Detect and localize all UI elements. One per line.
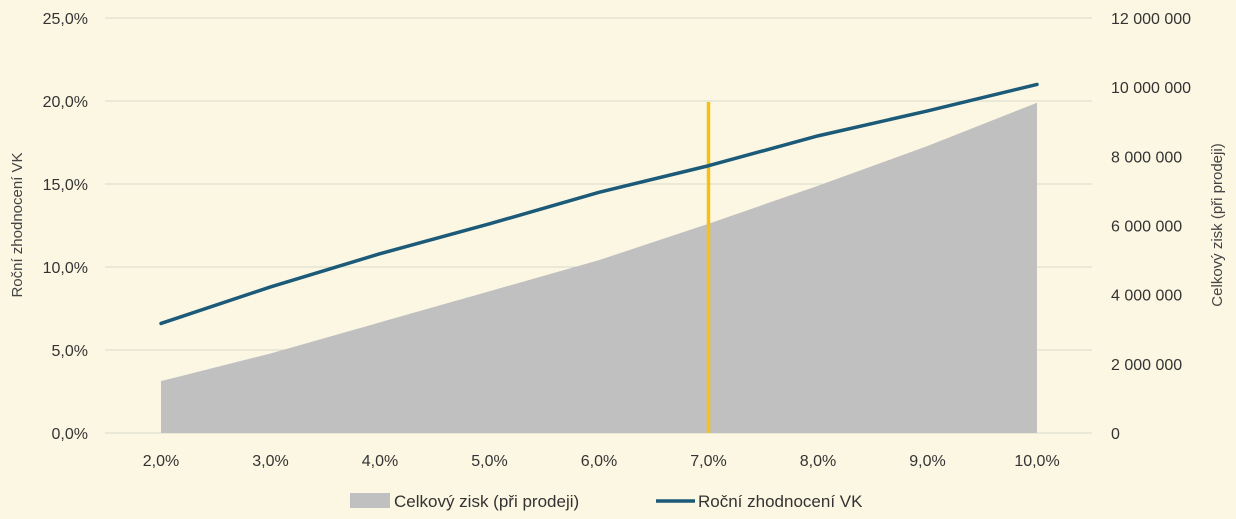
x-tick-label: 2,0% [143, 453, 179, 470]
legend-swatch-area [350, 493, 390, 508]
x-tick-label: 5,0% [471, 453, 507, 470]
y-right-tick-label: 10 000 000 [1111, 80, 1191, 97]
legend-label-area: Celkový zisk (při prodeji) [394, 492, 579, 511]
y-right-tick-label: 4 000 000 [1111, 288, 1182, 305]
y-left-tick-label: 0,0% [52, 426, 88, 443]
x-tick-label: 3,0% [252, 453, 288, 470]
x-tick-label: 4,0% [362, 453, 398, 470]
x-tick-label: 8,0% [800, 453, 836, 470]
y-left-tick-label: 15,0% [43, 177, 88, 194]
y-right-tick-label: 2 000 000 [1111, 357, 1182, 374]
y-right-tick-label: 12 000 000 [1111, 11, 1191, 28]
area-series-celkovy-zisk [161, 102, 1037, 434]
y-left-axis-title: Roční zhodnocení VK [9, 152, 26, 297]
y-right-tick-label: 0 [1111, 426, 1120, 443]
line-series-rocni-zhodnoceni [159, 82, 1039, 326]
y-left-tick-label: 10,0% [43, 260, 88, 277]
y-left-tick-label: 20,0% [43, 94, 88, 111]
x-tick-label: 9,0% [909, 453, 945, 470]
y-left-tick-label: 5,0% [52, 343, 88, 360]
legend-label-line: Roční zhodnocení VK [698, 492, 863, 511]
y-right-tick-label: 6 000 000 [1111, 219, 1182, 236]
y-left-tick-label: 25,0% [43, 11, 88, 28]
x-tick-label: 7,0% [690, 453, 726, 470]
y-right-tick-label: 8 000 000 [1111, 149, 1182, 166]
y-right-axis-title: Celkový zisk (při prodeji) [1209, 143, 1226, 306]
x-tick-label: 6,0% [581, 453, 617, 470]
x-tick-label: 10,0% [1014, 453, 1059, 470]
